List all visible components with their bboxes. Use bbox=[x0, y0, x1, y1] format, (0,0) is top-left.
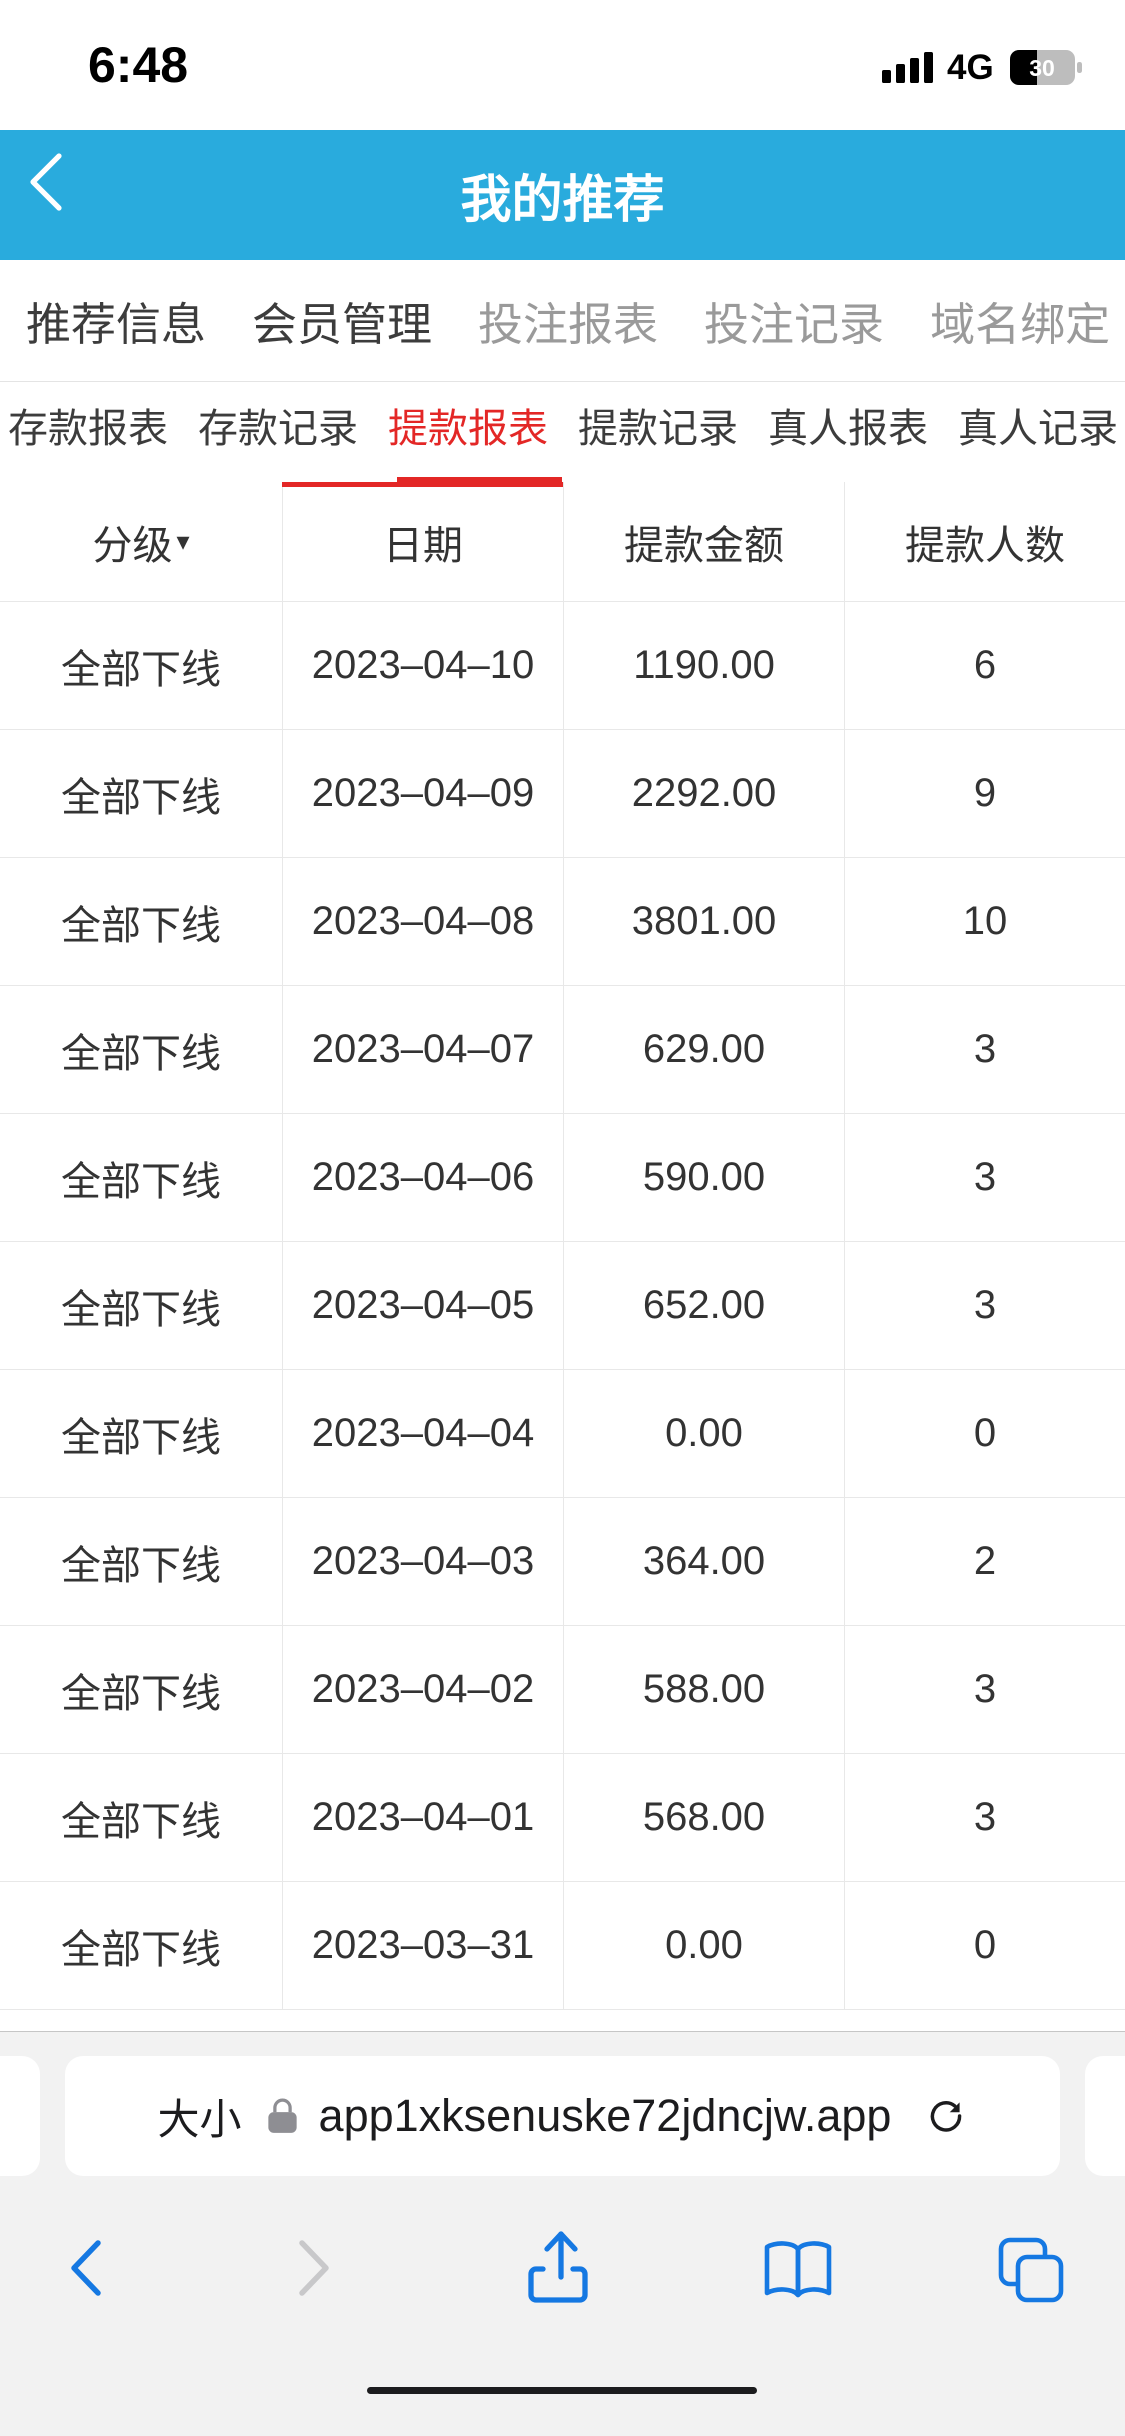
svg-text:30: 30 bbox=[1029, 55, 1055, 81]
